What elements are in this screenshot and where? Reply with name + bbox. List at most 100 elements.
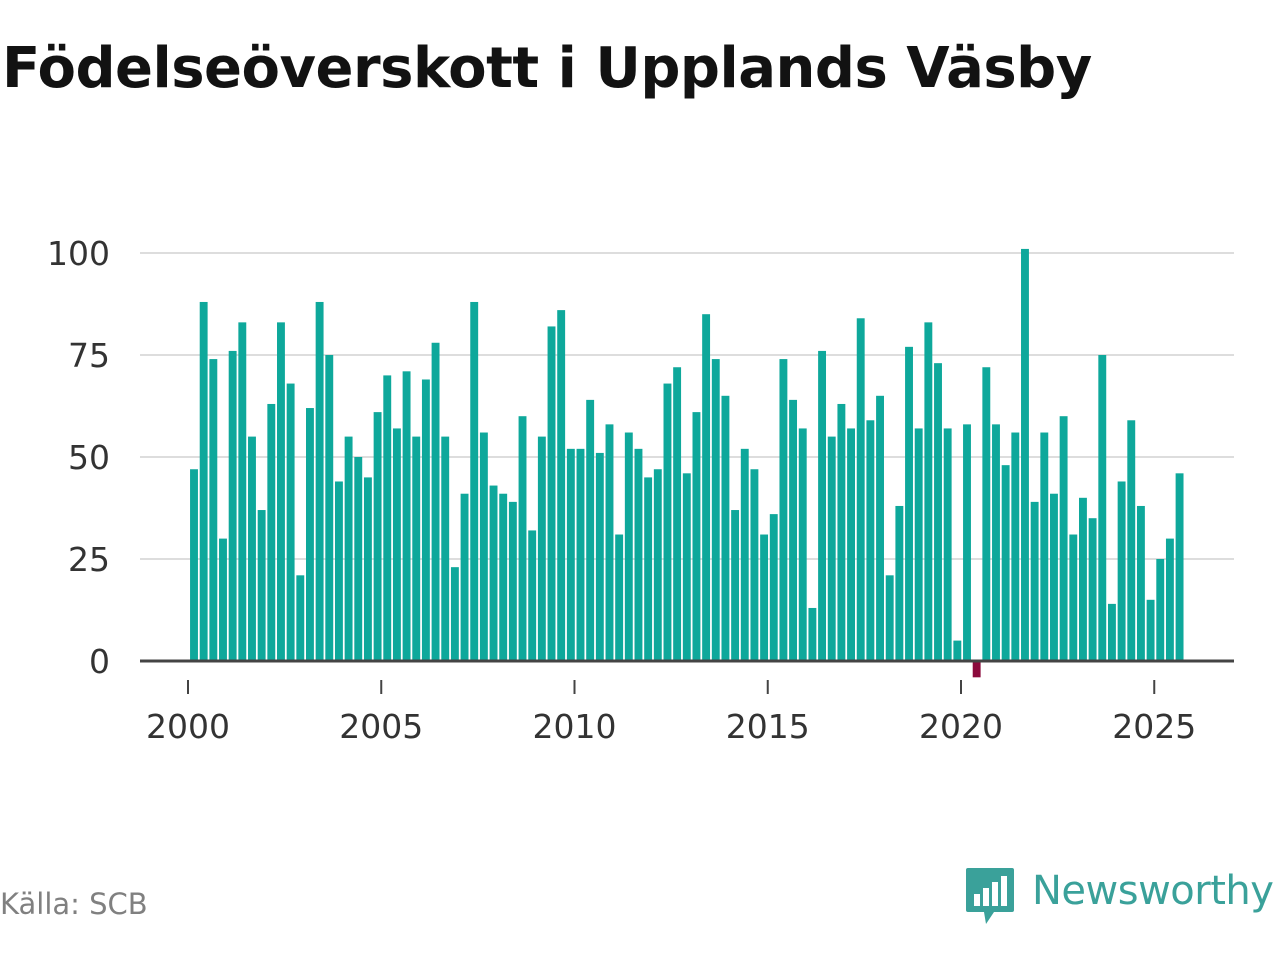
bar	[760, 534, 769, 661]
bar	[267, 403, 276, 661]
bar	[856, 318, 865, 661]
bar	[238, 322, 247, 661]
bar	[479, 432, 488, 661]
bar	[470, 301, 479, 661]
bar	[248, 436, 256, 661]
bar	[711, 359, 720, 661]
y-tick-label: 25	[68, 540, 110, 579]
bar	[209, 359, 218, 661]
bar	[798, 428, 807, 661]
x-tick-label: 2000	[146, 707, 230, 746]
bar	[808, 607, 817, 661]
bar	[1050, 493, 1058, 661]
bar	[1088, 518, 1097, 661]
bar	[412, 436, 421, 661]
bar	[1079, 497, 1087, 661]
bar	[373, 412, 382, 661]
bar	[972, 661, 981, 678]
bars	[190, 248, 1184, 678]
bar	[586, 399, 595, 661]
bar	[363, 477, 372, 661]
bar	[566, 448, 575, 661]
bar	[924, 322, 933, 661]
bar-chart: 0 25 50 75 100 2000 2005 2010 2015 2020 2025	[47, 234, 1234, 746]
bar	[624, 432, 633, 661]
bar	[1021, 248, 1029, 662]
chart-title: Födelseöverskott i Upplands Väsby	[2, 36, 1092, 101]
bar	[1156, 559, 1165, 661]
bar	[818, 350, 827, 661]
y-axis-labels: 0 25 50 75 100	[47, 234, 110, 681]
bar	[460, 493, 469, 661]
y-tick-label: 75	[68, 336, 110, 375]
bar	[702, 314, 711, 661]
bar	[943, 428, 952, 661]
bar	[615, 534, 624, 661]
bar	[847, 428, 855, 661]
bar	[1011, 432, 1020, 661]
bar	[199, 301, 208, 661]
bar	[489, 485, 498, 661]
bar	[537, 436, 546, 661]
bar	[673, 367, 682, 661]
bar	[1117, 481, 1126, 661]
brand-name: Newsworthy	[1032, 868, 1274, 914]
bar	[866, 420, 875, 661]
bar	[644, 477, 653, 661]
bar	[1069, 534, 1078, 661]
bar	[750, 469, 759, 661]
bar	[1146, 599, 1155, 661]
x-tick-label: 2010	[533, 707, 617, 746]
bar	[450, 567, 459, 661]
bar	[190, 469, 198, 661]
bar	[431, 342, 440, 661]
bar	[277, 322, 285, 661]
bar	[634, 448, 643, 661]
bar	[499, 493, 508, 661]
x-tick-label: 2020	[919, 707, 1003, 746]
bar	[1127, 420, 1136, 661]
bar	[383, 375, 392, 661]
bar	[982, 367, 991, 661]
bar	[1059, 416, 1068, 661]
bar	[595, 452, 604, 661]
bar	[953, 640, 962, 661]
bar	[914, 428, 923, 661]
bar	[934, 363, 942, 661]
bar	[228, 350, 237, 661]
bar	[653, 469, 662, 661]
bar	[731, 510, 740, 661]
bar	[992, 424, 1000, 661]
bar	[547, 326, 556, 661]
bar	[325, 355, 334, 661]
bar	[441, 436, 450, 661]
bar	[354, 457, 363, 661]
bar	[1107, 603, 1116, 661]
bar	[876, 395, 884, 661]
bar	[334, 481, 343, 661]
newsworthy-logo-icon	[966, 868, 1014, 924]
x-axis: 2000 2005 2010 2015 2020 2025	[146, 680, 1196, 746]
y-tick-label: 100	[47, 234, 110, 273]
bar	[1098, 355, 1107, 661]
bar	[557, 310, 566, 661]
bar	[827, 436, 836, 661]
bar	[1030, 501, 1039, 661]
bar	[682, 473, 691, 661]
bar	[692, 412, 701, 661]
bar	[286, 383, 295, 661]
y-tick-label: 50	[68, 438, 110, 477]
bar	[1175, 473, 1184, 661]
bar	[789, 399, 798, 661]
bar	[421, 379, 430, 661]
bar	[402, 371, 411, 661]
x-tick-label: 2015	[726, 707, 810, 746]
bar	[1165, 538, 1174, 661]
bar	[528, 530, 537, 661]
y-tick-label: 0	[89, 642, 110, 681]
x-tick-label: 2005	[339, 707, 423, 746]
bar	[257, 510, 266, 661]
bar	[576, 448, 585, 661]
bar	[740, 448, 749, 661]
newsworthy-brand[interactable]: Newsworthy	[964, 864, 1280, 928]
